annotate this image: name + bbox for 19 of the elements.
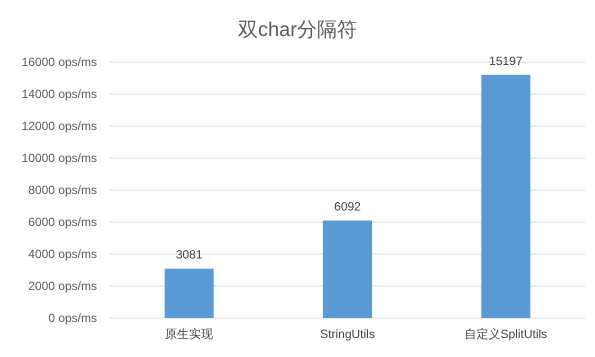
chart-title: 双char分隔符 bbox=[238, 19, 357, 41]
y-tick-label: 16000 ops/ms bbox=[22, 55, 97, 70]
data-label: 6092 bbox=[334, 200, 362, 214]
data-label: 3081 bbox=[176, 248, 203, 262]
y-tick-label: 12000 ops/ms bbox=[22, 119, 97, 134]
y-tick-label: 8000 ops/ms bbox=[28, 183, 97, 198]
y-tick-label: 6000 ops/ms bbox=[28, 215, 97, 230]
data-label: 15197 bbox=[489, 54, 523, 68]
bar bbox=[164, 268, 214, 318]
y-tick-label: 0 ops/ms bbox=[48, 311, 97, 326]
bar bbox=[481, 74, 530, 318]
x-tick-label: 原生实现 bbox=[165, 327, 214, 341]
x-tick-label: 自定义SplitUtils bbox=[464, 327, 548, 341]
y-tick-label: 10000 ops/ms bbox=[22, 151, 97, 166]
bar bbox=[322, 220, 372, 318]
y-tick-label: 14000 ops/ms bbox=[22, 87, 97, 102]
y-tick-label: 4000 ops/ms bbox=[28, 247, 97, 262]
y-tick-label: 2000 ops/ms bbox=[28, 279, 97, 294]
x-tick-label: StringUtils bbox=[320, 327, 375, 341]
